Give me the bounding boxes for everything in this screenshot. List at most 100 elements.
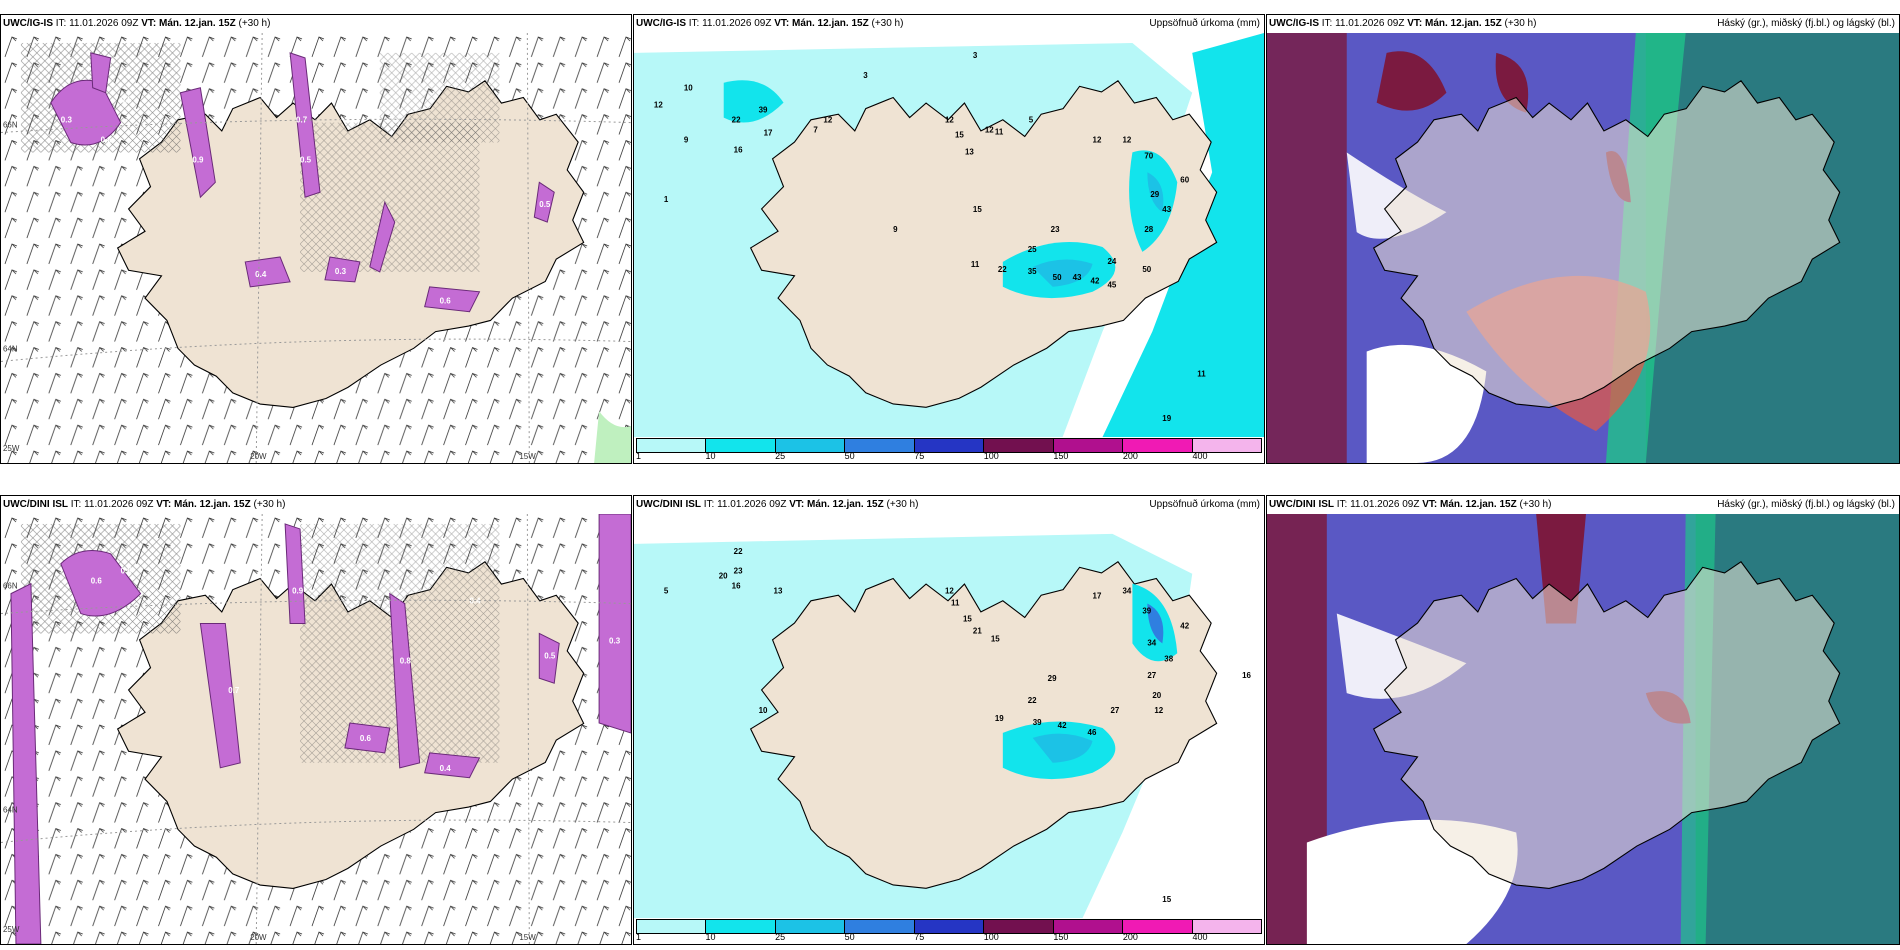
panel-header: UWC/DINI ISL IT: 11.01.2026 09Z VT: Mán.…	[1, 496, 631, 514]
panel-header: UWC/DINI ISL IT: 11.01.2026 09Z VT: Mán.…	[1267, 496, 1899, 514]
map-panel-bottom-middle: UWC/DINI ISL IT: 11.01.2026 09Z VT: Mán.…	[633, 495, 1265, 945]
colorbar-tick-label: 1	[636, 451, 642, 461]
map-panel-bottom-right: UWC/DINI ISL IT: 11.01.2026 09Z VT: Mán.…	[1266, 495, 1900, 945]
precip-map[interactable]: 22 20 23 16 13 12 11 15 21 15 17 34 39 4…	[634, 514, 1264, 918]
cloud-map[interactable]	[1267, 33, 1899, 463]
svg-text:9: 9	[684, 135, 689, 144]
svg-text:0.5: 0.5	[544, 651, 556, 660]
init-time: IT: 11.01.2026 09Z	[688, 18, 772, 29]
cloud-map[interactable]	[1267, 514, 1899, 944]
lat-label-66n: 66N	[3, 121, 18, 130]
svg-text:11: 11	[971, 260, 980, 269]
svg-text:1: 1	[664, 195, 669, 204]
lead-time: (+30 h)	[1504, 18, 1537, 29]
model-name: UWC/DINI ISL	[1269, 499, 1334, 510]
wind-map[interactable]: 0.3 0.6 0.4 0.5 0.9 0.7 0.6 0.4 0.5 0.8 …	[1, 514, 631, 944]
colorbar-swatch	[984, 920, 1054, 933]
svg-text:22: 22	[1028, 696, 1037, 705]
valid-time: Mán. 12.jan. 15Z	[1440, 499, 1517, 510]
colorbar-swatch	[845, 920, 915, 933]
svg-text:15: 15	[963, 614, 972, 623]
svg-text:24: 24	[1107, 257, 1116, 266]
svg-text:9: 9	[893, 225, 898, 234]
svg-text:39: 39	[759, 106, 768, 115]
field-title: Háský (gr.), miðský (fj.bl.) og lágský (…	[1717, 18, 1895, 29]
colorbar-swatch	[914, 920, 985, 933]
colorbar-swatch	[706, 920, 776, 933]
colorbar-tick-label: 50	[844, 451, 855, 461]
lat-label-64n: 64N	[3, 806, 18, 815]
valid-time: Mán. 12.jan. 15Z	[174, 499, 251, 510]
colorbar-ticks: 1 10 25 50 75 100 150 200 400	[636, 932, 1262, 944]
svg-text:16: 16	[1242, 671, 1251, 680]
svg-text:0.4: 0.4	[440, 764, 452, 773]
map-panel-top-right: UWC/IG-IS IT: 11.01.2026 09Z VT: Mán. 12…	[1266, 14, 1900, 464]
svg-text:70: 70	[1144, 151, 1153, 160]
lon-label-15w: 15W	[519, 933, 536, 942]
svg-text:50: 50	[1142, 265, 1151, 274]
colorbar-swatch	[775, 439, 846, 452]
wind-value-labels: 0.3 0.5 0.6 0.9 0.7 0.5 0.4 0.3 0.6 0.5	[61, 96, 551, 306]
colorbar-tick-label: 200	[1122, 451, 1138, 461]
init-time: IT: 11.01.2026 09Z	[1336, 499, 1420, 510]
panel-header: UWC/IG-IS IT: 11.01.2026 09Z VT: Mán. 12…	[1, 15, 631, 33]
map-canvas	[1267, 33, 1899, 463]
svg-text:13: 13	[774, 587, 783, 596]
svg-text:0.6: 0.6	[101, 135, 113, 144]
panel-header: UWC/DINI ISL IT: 11.01.2026 09Z VT: Mán.…	[634, 496, 1264, 514]
precip-colorbar: 1 10 25 50 75 100 150 200 400	[634, 437, 1264, 463]
model-name: UWC/IG-IS	[3, 18, 53, 29]
colorbar-swatch	[775, 920, 846, 933]
svg-text:0.6: 0.6	[91, 577, 103, 586]
valid-time: Mán. 12.jan. 15Z	[1425, 18, 1502, 29]
model-name: UWC/IG-IS	[636, 18, 686, 29]
svg-text:27: 27	[1147, 671, 1156, 680]
svg-text:39: 39	[1033, 718, 1042, 727]
wind-map[interactable]: 0.3 0.5 0.6 0.9 0.7 0.5 0.4 0.3 0.6 0.5 …	[1, 33, 631, 463]
svg-text:34: 34	[1122, 587, 1131, 596]
lon-label-25w: 25W	[3, 444, 20, 453]
precip-magenta-areas	[50, 52, 555, 313]
svg-text:60: 60	[1180, 175, 1189, 184]
svg-text:0.5: 0.5	[300, 155, 312, 164]
svg-text:12: 12	[945, 116, 954, 125]
colorbar-swatch	[914, 439, 985, 452]
svg-text:50: 50	[1053, 273, 1062, 282]
svg-text:16: 16	[732, 582, 741, 591]
svg-text:22: 22	[732, 116, 741, 125]
svg-text:12: 12	[654, 101, 663, 110]
lead-time: (+30 h)	[886, 499, 919, 510]
lat-label-64n: 64N	[3, 345, 18, 354]
colorbar-ticks: 1 10 25 50 75 100 150 200 400	[636, 451, 1262, 463]
svg-text:11: 11	[995, 128, 1004, 137]
model-name: UWC/DINI ISL	[3, 499, 68, 510]
svg-text:27: 27	[1110, 706, 1119, 715]
svg-text:23: 23	[734, 567, 743, 576]
panel-header: UWC/IG-IS IT: 11.01.2026 09Z VT: Mán. 12…	[1267, 15, 1899, 33]
precip-value-labels: 22 20 23 16 13 12 11 15 21 15 17 34 39 4…	[664, 547, 1252, 904]
svg-text:3: 3	[863, 71, 868, 80]
svg-text:21: 21	[973, 626, 982, 635]
svg-text:19: 19	[995, 714, 1004, 723]
lead-time: (+30 h)	[238, 18, 271, 29]
svg-text:22: 22	[998, 265, 1007, 274]
svg-text:46: 46	[1088, 728, 1097, 737]
valid-time: Mán. 12.jan. 15Z	[807, 499, 884, 510]
map-canvas: 0.3 0.6 0.4 0.5 0.9 0.7 0.6 0.4 0.5 0.8 …	[1, 514, 631, 944]
colorbar-swatch	[1123, 920, 1193, 933]
svg-text:0.5: 0.5	[121, 96, 133, 105]
svg-text:17: 17	[1093, 592, 1102, 601]
field-title: Uppsöfnuð úrkoma (mm)	[1149, 18, 1260, 29]
colorbar-swatch	[984, 439, 1054, 452]
colorbar-tick-label: 50	[844, 932, 855, 942]
svg-text:42: 42	[1091, 277, 1100, 286]
svg-text:42: 42	[1058, 721, 1067, 730]
lon-label-25w: 25W	[3, 925, 20, 934]
svg-text:17: 17	[764, 128, 773, 137]
map-canvas: 22 20 23 16 13 12 11 15 21 15 17 34 39 4…	[634, 514, 1264, 918]
lat-label-66n: 66N	[3, 582, 18, 591]
lon-label-15w: 15W	[519, 452, 536, 461]
precip-map[interactable]: 12 10 3 3 9 7 12 17 22 39 16 12 15 13 12…	[634, 33, 1264, 437]
svg-text:22: 22	[734, 547, 743, 556]
init-time: IT: 11.01.2026 09Z	[70, 499, 154, 510]
